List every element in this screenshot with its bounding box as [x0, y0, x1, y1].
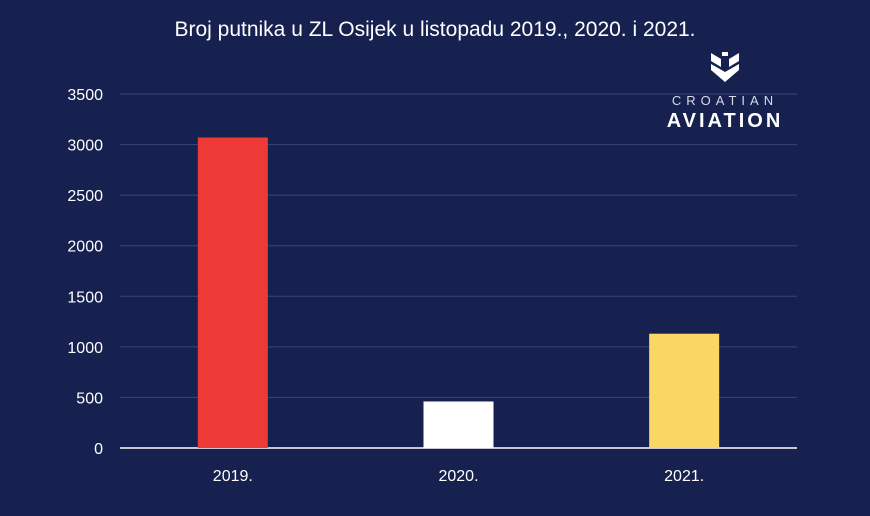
chart-title: Broj putnika u ZL Osijek u listopadu 201…	[174, 18, 696, 41]
bar	[423, 401, 494, 448]
bar	[649, 333, 720, 448]
y-tick-label: 1000	[67, 340, 103, 357]
x-tick-label: 2021.	[664, 468, 704, 485]
logo-text-aviation: AVIATION	[666, 110, 784, 132]
logo-text-croatian: CROATIAN	[671, 93, 779, 108]
y-tick-label: 0	[94, 441, 103, 458]
y-tick-label: 3500	[67, 87, 103, 104]
y-tick-label: 500	[76, 390, 103, 407]
bar	[197, 137, 268, 448]
x-tick-label: 2019.	[213, 468, 253, 485]
y-tick-label: 2500	[67, 188, 103, 205]
x-tick-label: 2020.	[438, 468, 478, 485]
croatian-aviation-logo: CROATIAN AVIATION	[640, 50, 810, 133]
y-tick-label: 1500	[67, 289, 103, 306]
y-tick-label: 2000	[67, 239, 103, 256]
y-tick-label: 3000	[67, 138, 103, 155]
shield-icon	[711, 52, 739, 82]
